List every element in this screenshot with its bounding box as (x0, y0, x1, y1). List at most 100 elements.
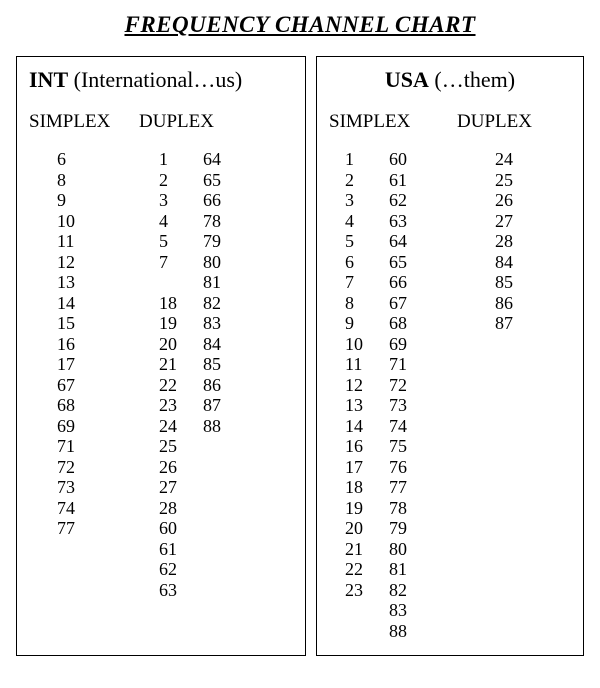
table-cell: 67 (57, 375, 139, 396)
table-cell: 26 (495, 190, 543, 211)
usa-columns: 12345678910111213141617181920212223 6061… (329, 149, 571, 641)
usa-colhead-simplex: SIMPLEX (329, 111, 457, 133)
table-cell: 21 (345, 539, 379, 560)
table-cell: 61 (389, 170, 433, 191)
int-panel: INT (International…us) SIMPLEX DUPLEX 6 8… (16, 56, 306, 656)
table-cell: 72 (389, 375, 433, 396)
table-cell: 80 (389, 539, 433, 560)
table-cell: 3 (159, 190, 195, 211)
int-col-duplex-b: 6465667879808182838485868788 (195, 149, 241, 600)
table-cell: 22 (345, 559, 379, 580)
int-header-rest: (International…us) (68, 67, 242, 92)
table-cell: 65 (203, 170, 241, 191)
table-cell: 63 (389, 211, 433, 232)
table-cell: 77 (389, 477, 433, 498)
table-cell: 2 (345, 170, 379, 191)
table-cell: 1 (345, 149, 379, 170)
table-cell: 16 (57, 334, 139, 355)
table-cell: 72 (57, 457, 139, 478)
usa-header-bold: USA (385, 67, 429, 92)
int-header: INT (International…us) (29, 67, 293, 93)
usa-colheads: SIMPLEX DUPLEX (329, 111, 571, 133)
table-cell: 4 (159, 211, 195, 232)
table-cell: 12 (57, 252, 139, 273)
table-cell: 73 (57, 477, 139, 498)
table-cell: 23 (345, 580, 379, 601)
table-cell: 81 (203, 272, 241, 293)
table-cell: 78 (203, 211, 241, 232)
table-cell: 25 (495, 170, 543, 191)
table-cell: 62 (159, 559, 195, 580)
table-cell: 19 (345, 498, 379, 519)
usa-col-simplex-a: 12345678910111213141617181920212223 (329, 149, 379, 641)
table-cell: 15 (57, 313, 139, 334)
table-cell: 62 (389, 190, 433, 211)
int-colheads: SIMPLEX DUPLEX (29, 111, 293, 133)
table-cell: 18 (159, 293, 195, 314)
table-cell: 11 (345, 354, 379, 375)
table-cell: 86 (495, 293, 543, 314)
table-cell: 88 (389, 621, 433, 642)
table-cell: 80 (203, 252, 241, 273)
table-cell: 22 (159, 375, 195, 396)
table-cell: 64 (389, 231, 433, 252)
table-cell: 78 (389, 498, 433, 519)
table-cell: 10 (345, 334, 379, 355)
table-cell: 12 (345, 375, 379, 396)
table-cell: 27 (159, 477, 195, 498)
panels-container: INT (International…us) SIMPLEX DUPLEX 6 8… (16, 56, 584, 656)
table-cell: 17 (57, 354, 139, 375)
table-cell: 79 (203, 231, 241, 252)
table-cell: 74 (57, 498, 139, 519)
table-cell: 14 (57, 293, 139, 314)
table-cell: 87 (495, 313, 543, 334)
table-cell: 85 (495, 272, 543, 293)
table-cell: 60 (389, 149, 433, 170)
int-colhead-simplex: SIMPLEX (29, 111, 139, 133)
table-cell: 24 (159, 416, 195, 437)
table-cell: 10 (57, 211, 139, 232)
table-cell: 76 (389, 457, 433, 478)
table-cell: 27 (495, 211, 543, 232)
table-cell (159, 272, 195, 293)
table-cell: 63 (159, 580, 195, 601)
table-cell: 20 (345, 518, 379, 539)
int-col-simplex: 68910111213141516176768697172737477 (29, 149, 139, 600)
int-header-bold: INT (29, 67, 68, 92)
table-cell: 82 (389, 580, 433, 601)
table-cell: 17 (345, 457, 379, 478)
usa-col-simplex-b: 6061626364656667686971727374757677787980… (379, 149, 433, 641)
table-cell: 61 (159, 539, 195, 560)
int-columns: 68910111213141516176768697172737477 1234… (29, 149, 293, 600)
table-cell: 4 (345, 211, 379, 232)
table-cell: 5 (345, 231, 379, 252)
table-cell: 18 (345, 477, 379, 498)
table-cell: 6 (57, 149, 139, 170)
usa-header-rest: (…them) (429, 67, 515, 92)
table-cell: 81 (389, 559, 433, 580)
usa-col-duplex: 242526272884858687 (433, 149, 543, 641)
int-col-duplex-a: 123457181920212223242526272860616263 (139, 149, 195, 600)
table-cell: 16 (345, 436, 379, 457)
table-cell: 24 (495, 149, 543, 170)
table-cell: 6 (345, 252, 379, 273)
table-cell: 21 (159, 354, 195, 375)
table-cell: 60 (159, 518, 195, 539)
table-cell: 7 (345, 272, 379, 293)
table-cell: 26 (159, 457, 195, 478)
table-cell: 20 (159, 334, 195, 355)
table-cell: 83 (389, 600, 433, 621)
table-cell: 64 (203, 149, 241, 170)
table-cell: 87 (203, 395, 241, 416)
table-cell: 71 (389, 354, 433, 375)
table-cell: 9 (57, 190, 139, 211)
table-cell: 88 (203, 416, 241, 437)
table-cell: 1 (159, 149, 195, 170)
table-cell: 79 (389, 518, 433, 539)
usa-header: USA (…them) (329, 67, 571, 93)
table-cell: 65 (389, 252, 433, 273)
table-cell: 85 (203, 354, 241, 375)
table-cell: 8 (345, 293, 379, 314)
table-cell: 9 (345, 313, 379, 334)
table-cell: 66 (389, 272, 433, 293)
